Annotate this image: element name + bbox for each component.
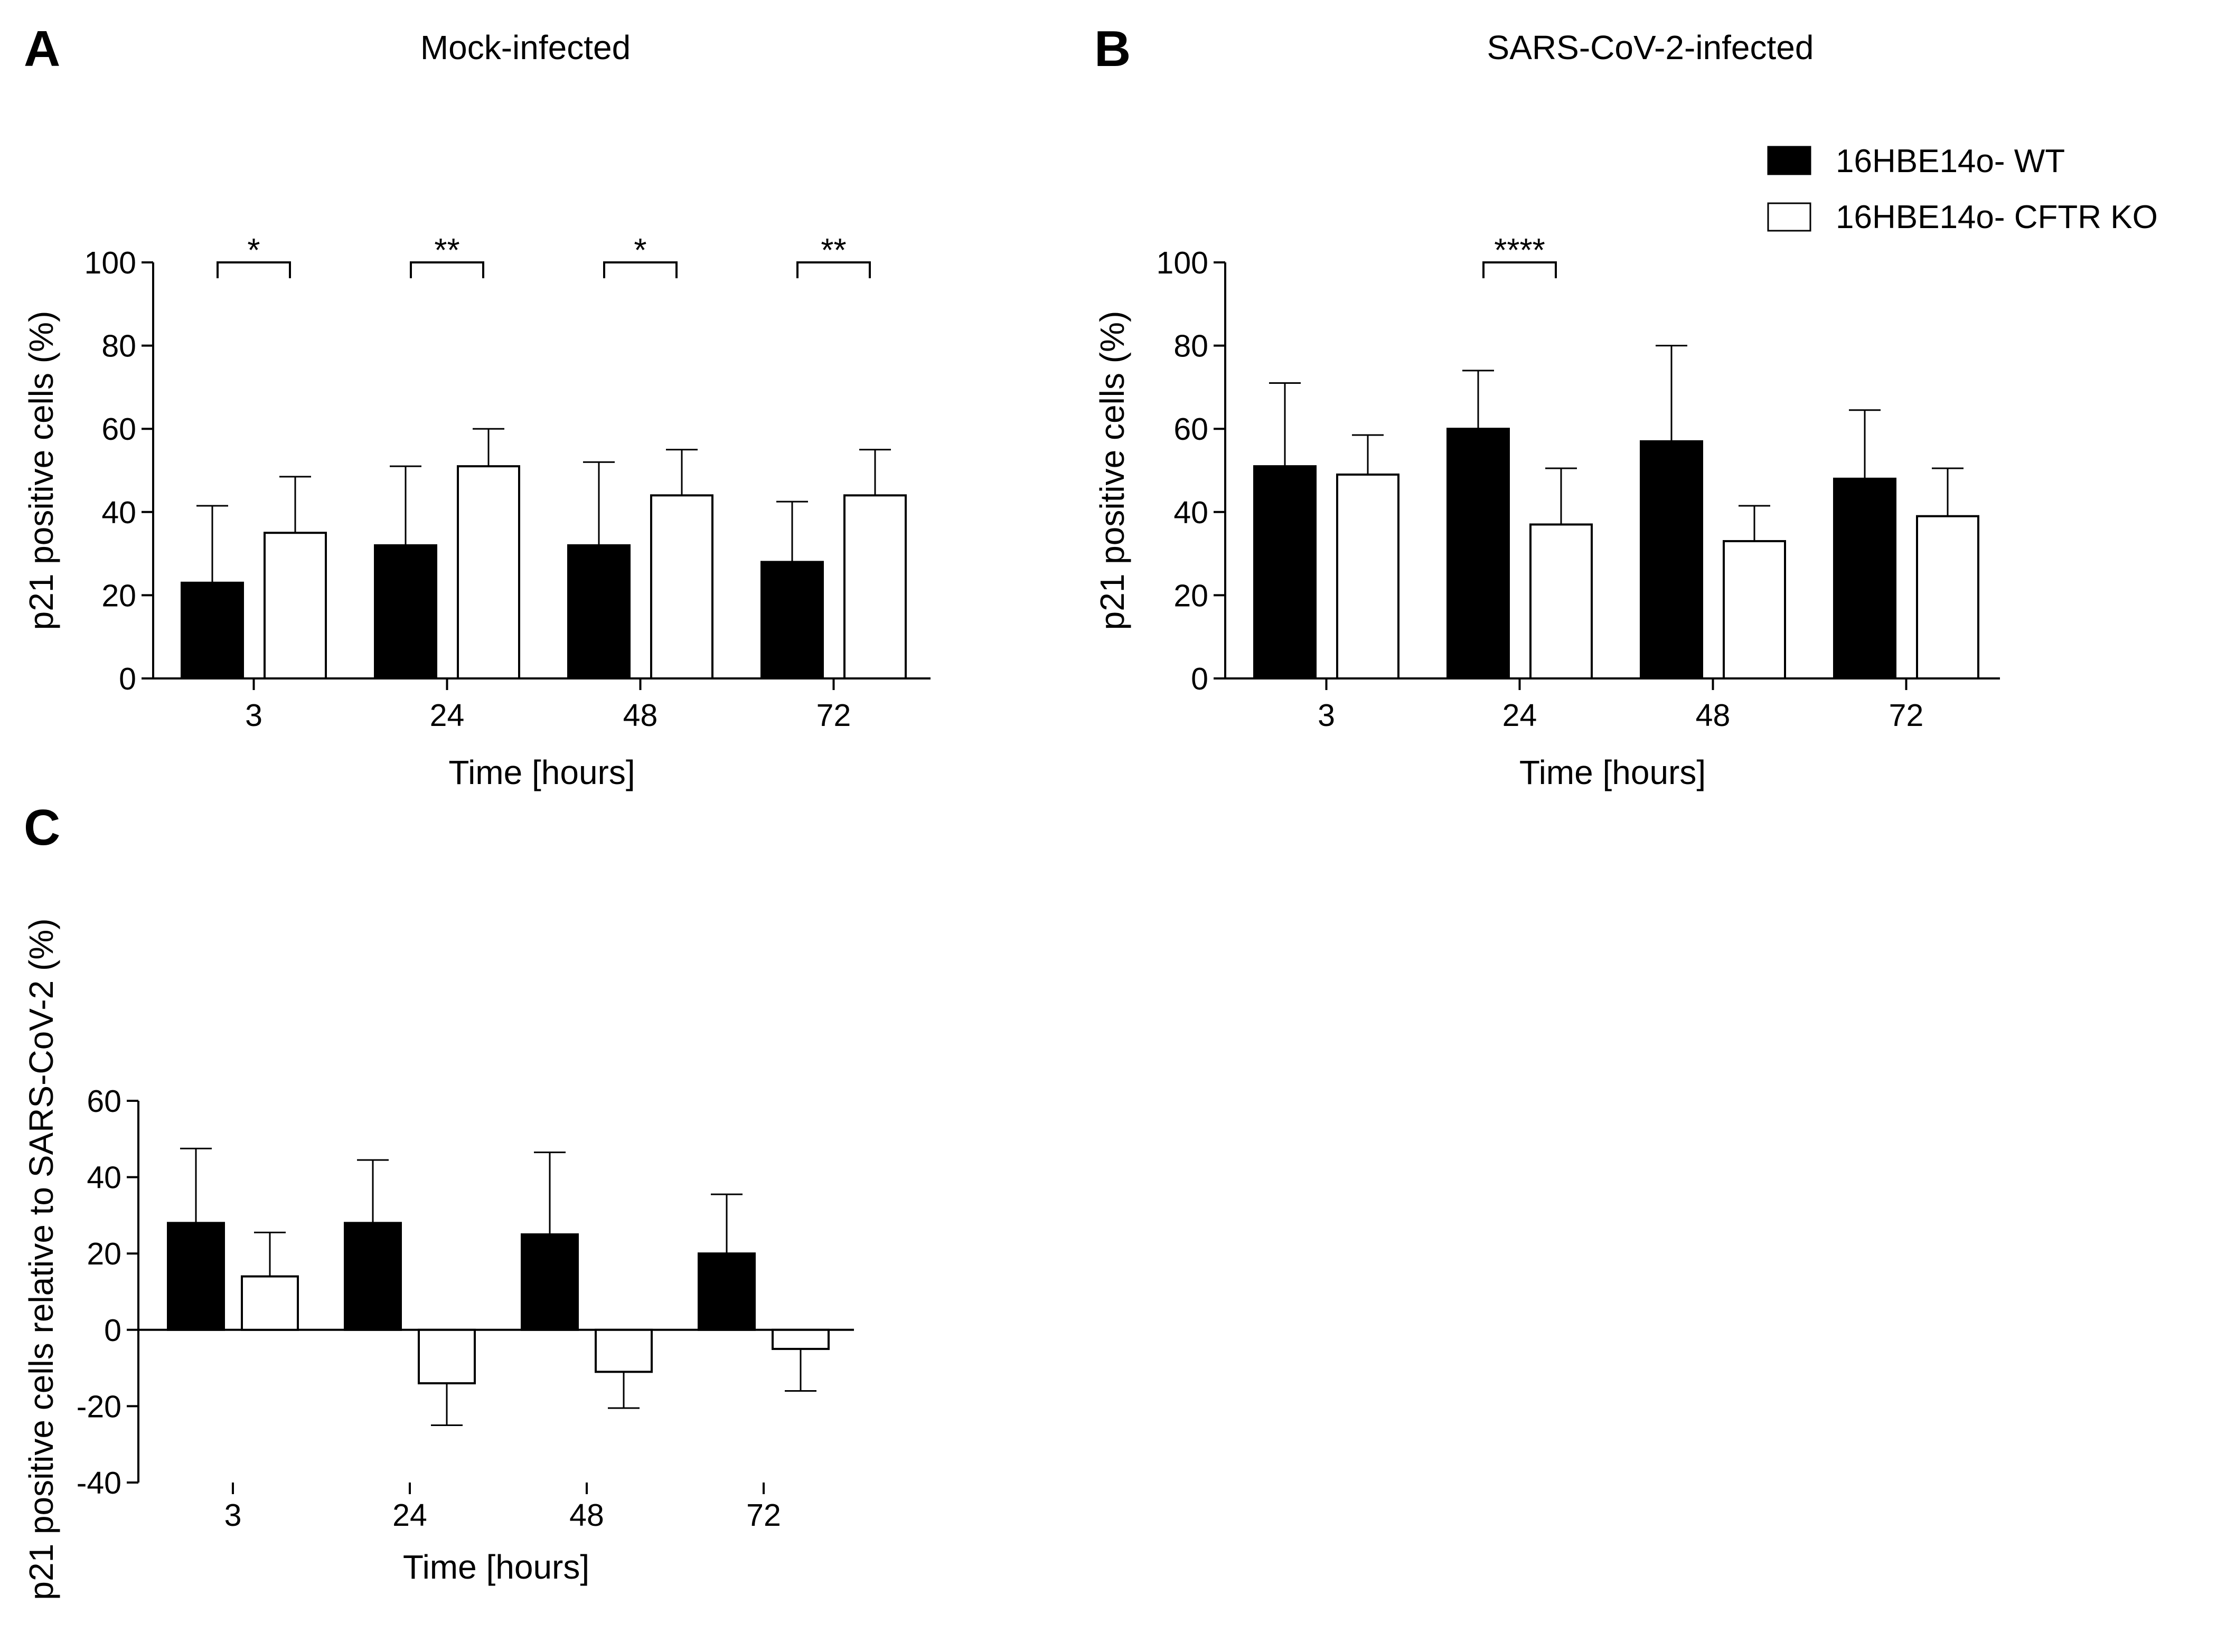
y-tick-label-b: 40 bbox=[1173, 495, 1208, 530]
x-tick-label-b: 24 bbox=[1502, 698, 1537, 733]
x-tick-label-a: 48 bbox=[623, 698, 658, 733]
y-tick-label-c: 40 bbox=[87, 1160, 121, 1195]
y-tick-label-b: 60 bbox=[1173, 412, 1208, 447]
y-axis-label-a: p21 positive cells (%) bbox=[22, 311, 60, 630]
bar-a-cftr-ko bbox=[650, 494, 713, 680]
y-tick-label-c: 0 bbox=[104, 1313, 121, 1348]
x-tick-label-c: 48 bbox=[569, 1498, 604, 1533]
x-axis-label-a: Time [hours] bbox=[448, 753, 635, 791]
x-tick-label-a: 3 bbox=[245, 698, 262, 733]
y-tick-label-c: 20 bbox=[87, 1236, 121, 1271]
x-tick-label-c: 72 bbox=[746, 1498, 781, 1533]
y-tick-label-a: 60 bbox=[101, 412, 136, 447]
x-tick-label-b: 72 bbox=[1889, 698, 1924, 733]
significance-bracket-a bbox=[410, 261, 484, 278]
bar-b-cftr-ko bbox=[1336, 473, 1399, 679]
y-tick-label-b: 100 bbox=[1157, 246, 1208, 280]
y-tick-label-a: 40 bbox=[101, 495, 136, 530]
plot-area-c: -40 -20 0 20 40 60 3 24 48 72 Time [hours] p21 posi… bbox=[22, 918, 854, 1600]
bar-c-wt bbox=[698, 1252, 756, 1331]
significance-bracket-b bbox=[1482, 261, 1557, 278]
legend-swatch-cftr-ko bbox=[1767, 202, 1811, 232]
bar-a-wt bbox=[567, 544, 631, 679]
bar-c-wt bbox=[167, 1222, 225, 1331]
significance-label-b: **** bbox=[1494, 232, 1545, 269]
legend-label-cftr-ko: 16HBE14o- CFTR KO bbox=[1836, 199, 2158, 235]
bar-c-cftr-ko bbox=[595, 1328, 653, 1373]
x-tick-label-c: 3 bbox=[224, 1498, 242, 1533]
bar-a-wt bbox=[374, 544, 437, 679]
x-tick-label-b: 48 bbox=[1696, 698, 1731, 733]
x-tick-label-c: 24 bbox=[392, 1498, 427, 1533]
significance-bracket-a bbox=[603, 261, 678, 278]
significance-bracket-a bbox=[796, 261, 871, 278]
panel-title-a: Mock-infected bbox=[420, 29, 631, 67]
bar-b-cftr-ko bbox=[1723, 540, 1786, 679]
y-tick-label-b: 20 bbox=[1173, 578, 1208, 613]
bar-a-cftr-ko bbox=[843, 494, 907, 680]
y-tick-label-c: -40 bbox=[77, 1466, 121, 1500]
x-axis-label-b: Time [hours] bbox=[1519, 753, 1706, 791]
bar-a-wt bbox=[181, 581, 244, 680]
y-tick-label-c: 60 bbox=[87, 1084, 121, 1119]
significance-label-a: * bbox=[247, 232, 260, 269]
bar-a-cftr-ko bbox=[457, 465, 520, 679]
bar-b-wt bbox=[1640, 440, 1703, 680]
legend: 16HBE14o- WT 16HBE14o- CFTR KO bbox=[1767, 143, 2158, 235]
panel-letter-b: B bbox=[1094, 21, 1131, 77]
bar-b-wt bbox=[1833, 477, 1896, 679]
y-tick-label-a: 20 bbox=[101, 578, 136, 613]
bar-b-cftr-ko bbox=[1529, 523, 1593, 679]
plot-area-b: 0 20 40 60 80 100 3 24 48 72 **** Time [hours] p21 p… bbox=[1093, 232, 2000, 791]
bar-b-cftr-ko bbox=[1916, 515, 1979, 679]
y-tick-label-a: 80 bbox=[101, 329, 136, 364]
x-axis-label-c: Time [hours] bbox=[403, 1548, 589, 1586]
bar-c-cftr-ko bbox=[241, 1275, 299, 1331]
legend-swatch-wt bbox=[1767, 146, 1811, 175]
y-tick-label-c: -20 bbox=[77, 1389, 121, 1424]
bar-c-wt bbox=[521, 1233, 579, 1331]
bar-b-wt bbox=[1446, 428, 1510, 679]
x-tick-label-a: 24 bbox=[430, 698, 465, 733]
bar-c-cftr-ko bbox=[772, 1328, 830, 1350]
panel-title-b: SARS-CoV-2-infected bbox=[1487, 29, 1814, 67]
significance-label-a: * bbox=[634, 232, 646, 269]
x-tick-label-b: 3 bbox=[1318, 698, 1335, 733]
bar-c-wt bbox=[344, 1222, 402, 1331]
y-tick-label-b: 80 bbox=[1173, 329, 1208, 364]
panel-c: C -40 -20 0 20 40 60 3 24 48 72 Time [hours] p21 po… bbox=[22, 799, 854, 1600]
significance-label-a: ** bbox=[821, 232, 846, 269]
y-axis-label-c: p21 positive cells relative to SARS-CoV-… bbox=[22, 918, 60, 1600]
legend-label-wt: 16HBE14o- WT bbox=[1836, 143, 2065, 180]
bar-a-wt bbox=[760, 561, 824, 679]
bar-b-wt bbox=[1253, 465, 1317, 679]
y-tick-label-b: 0 bbox=[1191, 662, 1208, 696]
panel-b: B SARS-CoV-2-infected 0 20 40 60 80 100 3 24 48 7… bbox=[1093, 21, 2000, 791]
y-tick-label-a: 0 bbox=[119, 662, 136, 696]
bar-a-cftr-ko bbox=[264, 532, 327, 679]
y-tick-label-a: 100 bbox=[84, 246, 136, 280]
x-tick-label-a: 72 bbox=[816, 698, 851, 733]
panel-letter-a: A bbox=[24, 21, 60, 77]
panel-letter-c: C bbox=[24, 799, 60, 856]
bar-c-cftr-ko bbox=[418, 1328, 476, 1385]
y-axis-label-b: p21 positive cells (%) bbox=[1093, 311, 1131, 630]
significance-label-a: ** bbox=[434, 232, 459, 269]
significance-bracket-a bbox=[217, 261, 291, 278]
